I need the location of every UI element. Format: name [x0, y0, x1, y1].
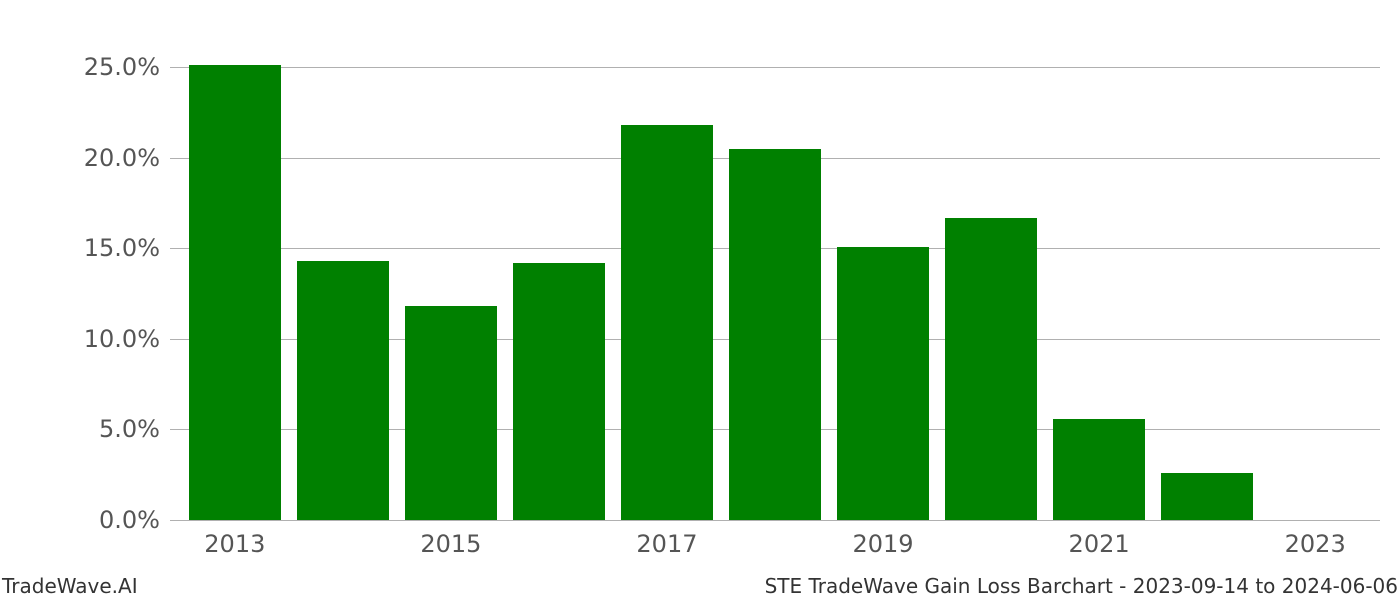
- x-tick-label: 2019: [852, 520, 913, 558]
- bar: [1161, 473, 1253, 520]
- bar: [945, 218, 1037, 520]
- bar: [621, 125, 713, 520]
- gridline: [170, 67, 1380, 68]
- x-tick-label: 2021: [1069, 520, 1130, 558]
- footer-left-text: TradeWave.AI: [0, 574, 140, 600]
- gridline: [170, 520, 1380, 521]
- y-tick-label: 20.0%: [84, 144, 170, 172]
- y-tick-label: 0.0%: [99, 506, 170, 534]
- bar: [1053, 419, 1145, 520]
- x-tick-label: 2023: [1285, 520, 1346, 558]
- bar: [513, 263, 605, 520]
- bar: [189, 65, 281, 520]
- y-tick-label: 10.0%: [84, 325, 170, 353]
- x-tick-label: 2015: [420, 520, 481, 558]
- bar: [729, 149, 821, 520]
- x-tick-label: 2013: [204, 520, 265, 558]
- bar: [297, 261, 389, 520]
- y-tick-label: 25.0%: [84, 53, 170, 81]
- footer-right-text: STE TradeWave Gain Loss Barchart - 2023-…: [763, 574, 1400, 600]
- bar: [837, 247, 929, 521]
- bar: [405, 306, 497, 520]
- y-tick-label: 15.0%: [84, 234, 170, 262]
- y-tick-label: 5.0%: [99, 415, 170, 443]
- chart-container: 0.0% 5.0% 10.0% 15.0% 20.0% 25.0% 2013 2015 2017…: [0, 0, 1400, 600]
- x-tick-label: 2017: [636, 520, 697, 558]
- plot-area: 0.0%5.0%10.0%15.0%20.0%25.0%201320152017…: [170, 40, 1380, 520]
